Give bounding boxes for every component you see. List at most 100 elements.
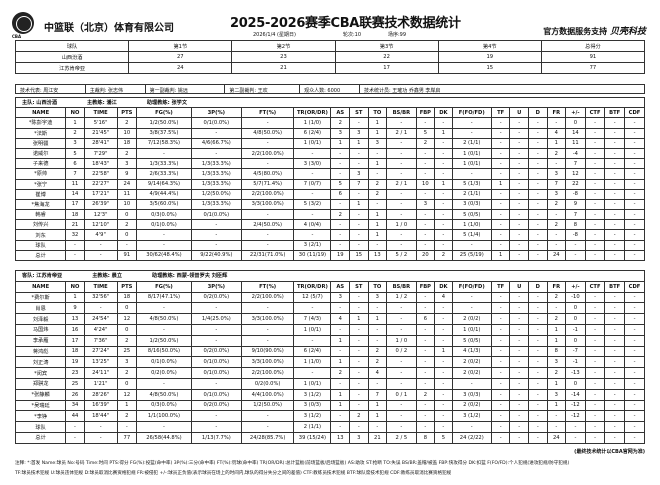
stat-cell: 1 — [434, 345, 453, 358]
stat-cell: 14 — [65, 188, 85, 200]
stat-cell: 4/8(50.0%) — [136, 388, 192, 401]
home-team-stats-table: 主队: 山西汾酒 主教练: 潘江 助理教练: 张学文 NAME NO TIME PTS FG(… — [14, 96, 645, 262]
stat-cell: 0 — [116, 302, 138, 315]
player-row: *费尔斯 1 32'56" 18 8/17(47.1%) 0/2(0.0%) 2/2(100… — [14, 291, 645, 304]
stat-cell: 2 — [546, 147, 567, 160]
stat-cell: 28'41" — [83, 137, 118, 149]
stat-cell: - — [367, 421, 388, 433]
stat-cell: - — [415, 229, 436, 241]
stat-cell: - — [415, 377, 436, 390]
column-header: TR(OR/DR) — [293, 280, 332, 293]
stat-cell: 5 — [415, 127, 436, 139]
stat-cell: 5 — [434, 431, 453, 444]
stat-cell: - — [546, 117, 567, 129]
stat-cell: - — [624, 158, 645, 170]
stat-cell: - — [527, 127, 548, 139]
stat-cell: 16'39" — [83, 399, 118, 412]
stat-cell: - — [604, 388, 625, 401]
stat-cell: - — [604, 239, 625, 251]
stat-cell: - — [434, 188, 453, 200]
stat-cell: - — [604, 431, 625, 444]
stat-cell: - — [415, 356, 436, 369]
stat-cell: - — [349, 399, 369, 412]
stat-cell: 3 — [116, 356, 138, 369]
stat-cell: 5 — [65, 147, 85, 160]
column-header: CTF — [584, 280, 606, 293]
stat-cell: - — [509, 249, 529, 262]
stat-cell: 2 — [116, 147, 138, 160]
stat-cell: 4'24" — [83, 323, 118, 336]
stat-cell: 0 — [116, 229, 138, 241]
column-header: TIME — [83, 280, 118, 293]
player-name: 刘传兴 — [14, 219, 67, 231]
stat-cell: - — [451, 421, 492, 433]
stat-cell: 3 (0/3) — [451, 388, 492, 401]
player-row: 蒋鸿彪 18 27'24" 25 8/16(50.0%) 0/2(0.0%) 9/10(90… — [14, 345, 645, 358]
column-header: F(FO/FD) — [451, 107, 492, 119]
player-name: 总计 — [14, 249, 67, 262]
stat-cell: - — [509, 410, 529, 423]
stat-cell: - — [415, 168, 436, 180]
stat-cell: - — [624, 137, 645, 149]
stat-cell: 2 — [415, 137, 436, 149]
player-name: 李承雁 — [14, 334, 67, 347]
stat-cell: 1 — [367, 117, 388, 129]
stat-cell: 1 — [367, 399, 388, 412]
stat-cell: - — [349, 302, 369, 315]
player-name: *闵宾 — [14, 367, 67, 379]
stat-cell: - — [509, 239, 529, 251]
stat-cell: - — [415, 147, 436, 160]
stat-cell: - — [584, 356, 606, 369]
player-row: 韩睿 18 12'3" 0 0/3(0.0%) 0/1(0.0%) - -2-1- - -5 (0… — [14, 209, 645, 221]
stat-cell: - — [584, 168, 606, 180]
stat-cell: - — [527, 323, 548, 336]
stat-cell: - — [527, 249, 548, 262]
stat-cell: 1/4(25.0%) — [190, 313, 242, 325]
stat-cell: 21'45" — [83, 127, 118, 139]
player-name: 郑骐龙 — [14, 377, 67, 390]
stat-cell: - — [415, 334, 436, 347]
stat-cell: 26/58(44.8%) — [136, 431, 192, 444]
stat-cell: 1 — [65, 117, 85, 129]
stat-cell: 12 — [116, 313, 138, 325]
stat-cell: - — [604, 147, 625, 160]
stat-cell: - — [527, 313, 548, 325]
stat-cell: 2 — [116, 367, 138, 379]
stat-cell: - — [604, 127, 625, 139]
stat-cell: 4 — [367, 367, 388, 379]
stat-cell: - — [584, 137, 606, 149]
stat-cell: 24 — [116, 178, 138, 190]
stat-cell: - — [83, 249, 118, 262]
stat-cell: 3 — [330, 127, 351, 139]
stat-cell: 2 (0/2) — [451, 399, 492, 412]
stat-cell: 19 — [330, 249, 351, 262]
stat-cell: - — [624, 399, 645, 412]
stat-cell: - — [584, 127, 606, 139]
stat-cell: - — [509, 421, 529, 433]
stat-cell: 2 (0/2) — [451, 367, 492, 379]
stat-cell: - — [386, 147, 417, 160]
stat-cell: 1 — [490, 178, 511, 190]
stat-cell: 1 — [330, 356, 351, 369]
stat-cell: - — [584, 399, 606, 412]
stat-cell: 24 — [546, 249, 567, 262]
stat-cell: - — [190, 229, 242, 241]
stat-cell: 91 — [116, 249, 138, 262]
stat-cell: - — [434, 209, 453, 221]
stat-cell: - — [83, 431, 118, 444]
stat-cell: - — [386, 313, 417, 325]
stat-cell: - — [240, 421, 295, 433]
stat-cell: 13 — [367, 249, 388, 262]
stat-cell: - — [65, 239, 85, 251]
stat-cell: - — [624, 209, 645, 221]
stat-cell: 2/2(100.0%) — [240, 188, 295, 200]
column-header-row: NAME NO TIME PTS FG(%) 3P(%) FT(%) TR(OR/DR) AS S… — [14, 280, 645, 293]
stat-cell: - — [509, 356, 529, 369]
stat-cell: 4'9" — [83, 229, 118, 241]
stat-cell: - — [624, 345, 645, 358]
stat-cell: 1 (0/1) — [451, 323, 492, 336]
stat-cell: 2 — [546, 198, 567, 211]
summary-header-row: 球队 第1节 第2节 第3节 第4节 总得分 — [14, 40, 646, 52]
stat-cell: 3 (2/1) — [293, 239, 332, 251]
stat-cell: 25 — [65, 377, 85, 390]
